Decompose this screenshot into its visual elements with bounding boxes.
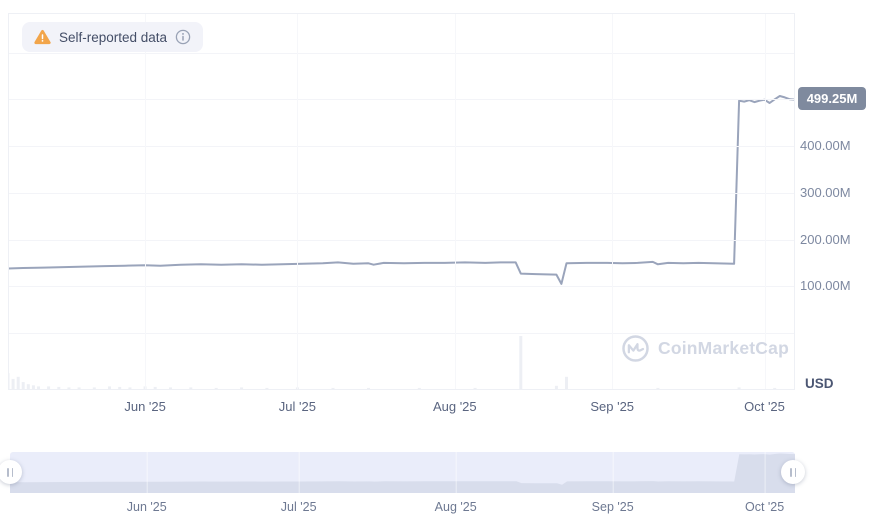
x-grid-line	[297, 13, 299, 390]
brush-mini-chart	[10, 452, 795, 493]
x-tick-label: Oct '25	[744, 399, 785, 414]
watermark-text: CoinMarketCap	[658, 338, 789, 358]
self-reported-badge: Self-reported data	[22, 22, 204, 52]
current-value-badge: 499.25M	[798, 87, 866, 110]
brush-left-handle[interactable]	[0, 460, 22, 484]
self-reported-label: Self-reported data	[59, 29, 168, 45]
brush-right-handle[interactable]	[781, 460, 805, 484]
warning-triangle-icon	[34, 29, 51, 45]
brush-tick-label: Oct '25	[745, 500, 785, 514]
chart-plot-area[interactable]: Self-reported data CoinMarketCap	[8, 13, 795, 390]
price-line	[8, 95, 795, 285]
y-grid-line	[8, 99, 795, 101]
brush-tick-label: Sep '25	[591, 500, 634, 514]
x-grid-line	[764, 13, 766, 390]
y-grid-line	[8, 239, 795, 241]
x-grid-line	[145, 13, 147, 390]
x-tick-label: Jun '25	[124, 399, 166, 414]
x-tick-label: Aug '25	[432, 399, 477, 414]
currency-label: USD	[805, 376, 834, 391]
x-grid-line	[612, 13, 614, 390]
y-tick-label: 400.00M	[800, 138, 851, 153]
coinmarketcap-logo-icon	[622, 335, 649, 362]
brush-area	[10, 453, 795, 493]
x-tick-label: Sep '25	[590, 399, 635, 414]
y-tick-label: 300.00M	[800, 184, 851, 200]
y-grid-line	[8, 286, 795, 288]
brush-tick-label: Jul '25	[280, 500, 317, 514]
x-tick-label: Jul '25	[278, 399, 316, 414]
y-tick-label: 200.00M	[800, 231, 851, 247]
y-tick-label: 100.00M	[800, 278, 851, 294]
y-grid-line	[8, 333, 795, 334]
y-grid-line	[8, 192, 795, 194]
x-grid-line	[454, 13, 456, 390]
coinmarketcap-watermark: CoinMarketCap	[621, 334, 789, 363]
brush-tick-label: Aug '25	[434, 500, 477, 514]
info-icon[interactable]	[175, 29, 191, 45]
timeline-brush[interactable]	[0, 452, 805, 493]
brush-tick-label: Jun '25	[126, 500, 167, 514]
y-grid-line	[8, 146, 795, 147]
y-grid-line	[8, 52, 795, 54]
